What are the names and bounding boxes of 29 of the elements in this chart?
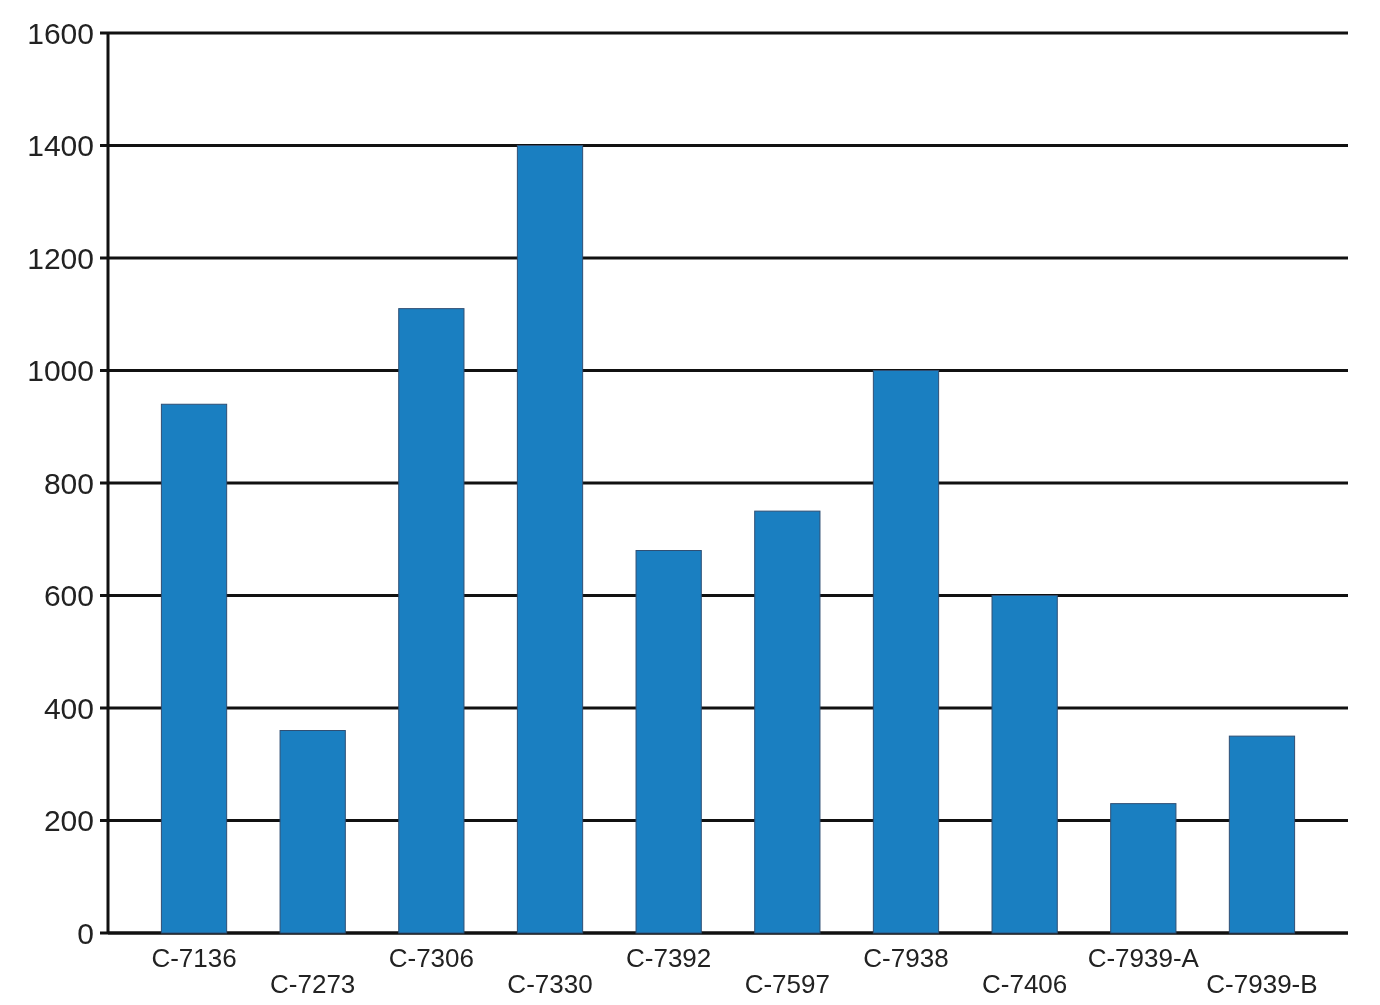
x-tick-label: C-7597	[744, 969, 830, 999]
bar	[516, 145, 584, 934]
bar	[279, 730, 346, 934]
x-tick-label: C-7392	[626, 943, 712, 973]
y-tick-label: 200	[43, 804, 94, 837]
x-tick-label: C-7136	[151, 943, 237, 973]
x-tick-label: C-7938	[863, 943, 949, 973]
bar	[635, 550, 702, 934]
x-tick-label: C-7406	[982, 969, 1068, 999]
bar	[160, 403, 228, 934]
bar	[398, 308, 465, 934]
y-tick-label: 1000	[27, 354, 94, 387]
bar	[754, 510, 821, 934]
y-tick-label: 800	[43, 466, 94, 500]
y-tick-label: 0	[77, 916, 94, 950]
y-tick-label: 600	[43, 579, 94, 612]
bar	[872, 370, 940, 934]
bar	[1110, 803, 1177, 934]
y-tick-label: 400	[43, 691, 94, 725]
bar	[1228, 735, 1296, 934]
x-tick-label: C-7306	[388, 943, 474, 973]
x-tick-label: C-7273	[270, 969, 356, 999]
x-tick-label: C-7330	[507, 969, 593, 999]
y-tick-label: 1400	[27, 129, 94, 162]
x-tick-label: C-7939-B	[1206, 969, 1318, 999]
x-tick-label: C-7939-A	[1087, 943, 1200, 973]
y-tick-label: 1200	[27, 241, 94, 275]
y-tick-label: 1600	[27, 16, 94, 50]
bar	[991, 595, 1058, 934]
